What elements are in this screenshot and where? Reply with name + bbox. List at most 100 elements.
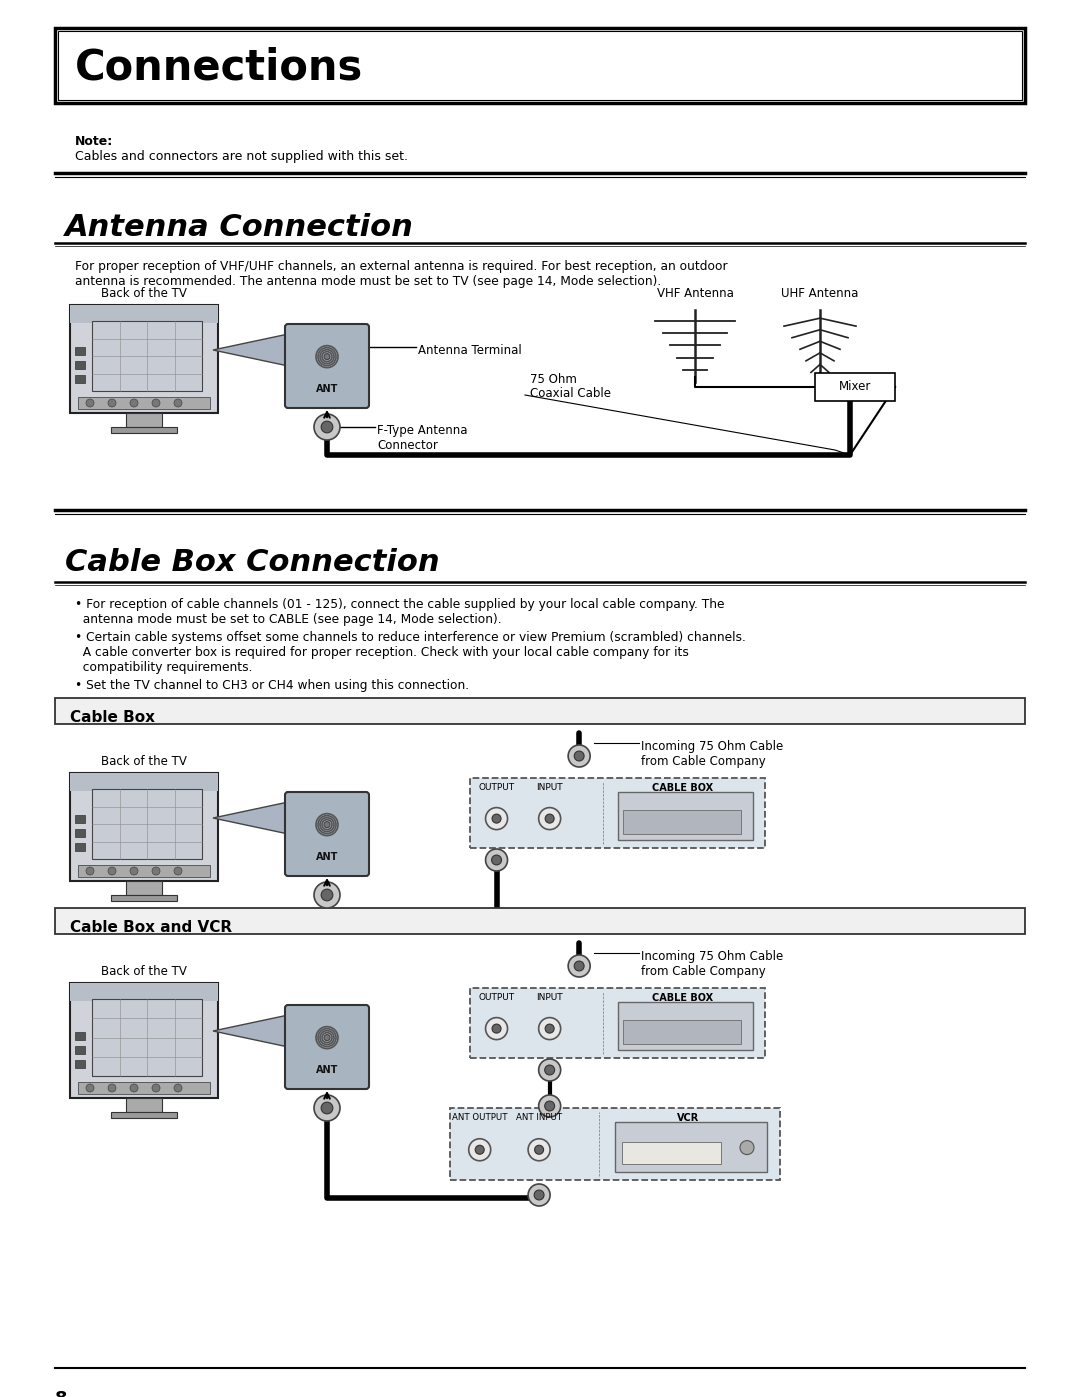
Text: CABLE BOX: CABLE BOX [652,993,713,1003]
Bar [450,1108,780,1180]
Bar [111,895,176,901]
Bar [75,360,85,369]
Text: ANT: ANT [315,1066,338,1076]
Bar [75,1046,85,1053]
Bar [78,397,210,409]
Text: Note:: Note: [75,136,113,148]
Circle shape [86,1084,94,1092]
Circle shape [321,1102,333,1113]
Circle shape [324,1035,330,1041]
Circle shape [544,1101,555,1111]
Circle shape [152,1084,160,1092]
Text: Back of the TV: Back of the TV [102,286,187,300]
Circle shape [539,1017,561,1039]
Bar [75,346,85,355]
Circle shape [535,1146,543,1154]
Bar [75,1032,85,1039]
Circle shape [321,888,333,901]
Bar [55,908,1025,935]
Circle shape [130,400,138,407]
Circle shape [324,821,330,827]
Bar [111,427,176,433]
Text: INPUT: INPUT [537,784,563,792]
Circle shape [486,849,508,870]
Text: A cable converter box is required for proper reception. Check with your local ca: A cable converter box is required for pr… [75,645,689,659]
Bar [615,1122,767,1172]
FancyBboxPatch shape [285,792,369,876]
Bar [470,778,765,848]
Circle shape [108,400,116,407]
Text: ANT: ANT [315,384,338,394]
Circle shape [545,1024,554,1034]
Bar [622,1141,720,1164]
Bar [75,374,85,383]
Bar [815,373,895,401]
Bar [70,773,218,882]
Text: Cable Box: Cable Box [70,710,156,725]
Text: CABLE BOX: CABLE BOX [652,782,713,793]
Bar [70,983,218,1002]
Circle shape [108,868,116,875]
Circle shape [469,1139,490,1161]
Text: antenna is recommended. The antenna mode must be set to TV (see page 14, Mode se: antenna is recommended. The antenna mode… [75,275,661,288]
Bar [92,321,202,391]
Text: 8: 8 [55,1390,68,1397]
Bar [58,31,1022,101]
Text: Back of the TV: Back of the TV [102,965,187,978]
Text: For proper reception of VHF/UHF channels, an external antenna is required. For b: For proper reception of VHF/UHF channels… [75,260,728,272]
Circle shape [314,1095,340,1120]
Text: INPUT: INPUT [537,993,563,1003]
Text: Cable Box and VCR: Cable Box and VCR [70,921,232,935]
Text: compatibility requirements.: compatibility requirements. [75,661,253,673]
Text: Antenna Terminal: Antenna Terminal [418,344,522,358]
FancyBboxPatch shape [285,1004,369,1090]
Circle shape [108,1084,116,1092]
Text: OUTPUT: OUTPUT [478,993,514,1003]
Circle shape [475,1146,484,1154]
Text: Back of the TV: Back of the TV [102,754,187,768]
Bar [126,882,162,895]
Circle shape [528,1185,550,1206]
Circle shape [486,1017,508,1039]
Text: Connector: Connector [377,439,437,453]
Text: Incoming 75 Ohm Cable: Incoming 75 Ohm Cable [642,950,783,963]
Circle shape [321,420,333,433]
Bar [92,789,202,859]
Text: Connections: Connections [75,47,363,89]
Text: ANT OUTPUT: ANT OUTPUT [451,1113,508,1123]
Bar [55,28,1025,103]
Circle shape [568,956,590,977]
Polygon shape [213,332,293,367]
Bar [126,414,162,427]
Circle shape [492,814,501,823]
Circle shape [568,745,590,767]
Circle shape [86,868,94,875]
Bar [92,999,202,1076]
Bar [75,1060,85,1067]
FancyBboxPatch shape [285,324,369,408]
Text: • For reception of cable channels (01 - 125), connect the cable supplied by your: • For reception of cable channels (01 - … [75,598,725,610]
Circle shape [174,400,183,407]
Bar [78,1083,210,1094]
Bar [618,792,753,840]
Circle shape [152,868,160,875]
Circle shape [535,1190,544,1200]
Text: from Cable Company: from Cable Company [642,965,766,978]
Circle shape [324,353,330,359]
Circle shape [152,400,160,407]
Circle shape [486,807,508,830]
Text: • Certain cable systems offset some channels to reduce interference or view Prem: • Certain cable systems offset some chan… [75,631,746,644]
Polygon shape [213,800,293,835]
Circle shape [539,1095,561,1118]
Bar [75,828,85,837]
Bar [75,842,85,851]
Text: antenna mode must be set to CABLE (see page 14, Mode selection).: antenna mode must be set to CABLE (see p… [75,613,501,626]
Circle shape [539,807,561,830]
Bar [623,810,741,834]
Text: 75 Ohm: 75 Ohm [530,373,577,386]
Circle shape [740,1140,754,1154]
Circle shape [314,414,340,440]
Bar [126,1098,162,1112]
Text: UHF Antenna: UHF Antenna [781,286,859,300]
Circle shape [174,868,183,875]
